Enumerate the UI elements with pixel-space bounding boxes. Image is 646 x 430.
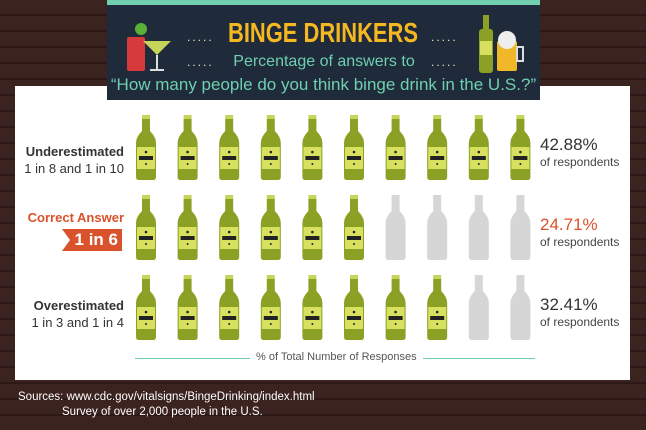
cocktail-icon (127, 23, 171, 71)
row-sublabel: 1 in 8 and 1 in 10 (24, 161, 124, 176)
row-value: 32.41% (540, 295, 598, 314)
source-line: Sources: www.cdc.gov/vitalsigns/BingeDri… (18, 391, 315, 403)
row-label: Underestimated (25, 144, 124, 159)
row-unit: of respondents (540, 155, 620, 169)
dots-decoration: ..... (187, 55, 214, 69)
sources: Sources: www.cdc.gov/vitalsigns/BingeDri… (18, 390, 315, 420)
dots-decoration: ..... (187, 30, 214, 44)
row-unit: of respondents (540, 235, 620, 249)
row-sublabel: 1 in 6 (74, 230, 118, 249)
row-label: Overestimated (33, 298, 124, 313)
header: .......... .......... BINGE DRINKERS Per… (107, 0, 540, 100)
correct-answer-ribbon (62, 229, 122, 251)
row-unit: of respondents (540, 315, 620, 329)
row-value: 24.71% (540, 215, 598, 234)
subtitle: Percentage of answers to (233, 53, 415, 70)
dots-decoration: ..... (431, 30, 458, 44)
question: “How many people do you think binge drin… (110, 75, 537, 94)
dots-decoration: ..... (431, 55, 458, 69)
row-value: 42.88% (540, 135, 598, 154)
title-wrap: BINGE DRINKERS (228, 17, 418, 48)
row-label: Correct Answer (27, 210, 124, 225)
x-axis-label: % of Total Number of Responses (250, 351, 423, 363)
beer-icon (479, 15, 524, 73)
row-sublabel: 1 in 3 and 1 in 4 (31, 315, 124, 330)
source-note: Survey of over 2,000 people in the U.S. (62, 406, 263, 418)
title: BINGE DRINKERS (228, 17, 418, 48)
